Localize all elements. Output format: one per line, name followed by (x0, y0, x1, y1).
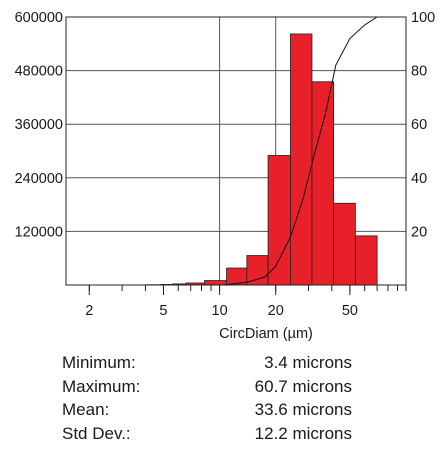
y2-tick-label: 100 (411, 10, 435, 26)
axis-ticks (88, 285, 407, 295)
x-axis-tick-labels: 2 5 10 20 50 (85, 303, 358, 319)
stat-label: Maximum: (62, 376, 141, 396)
stat-label: Minimum: (62, 353, 136, 372)
x-tick-label: 10 (212, 303, 228, 319)
stat-label: Std Dev.: (62, 423, 131, 443)
stat-row-maximum: Maximum: 60.7 microns (62, 375, 352, 399)
stat-value: 60.7 microns (254, 376, 352, 396)
y2-tick-label: 40 (411, 171, 427, 187)
x-tick-label: 2 (85, 303, 93, 319)
y2-tick-label: 20 (411, 224, 427, 240)
histogram-bars (145, 33, 378, 286)
x-tick-label: 5 (159, 303, 167, 319)
particle-size-histogram: 120000 240000 360000 480000 600000 20 40 60 80 1… (15, 10, 436, 342)
cumulative-line (223, 16, 381, 286)
stat-row-minimum: Minimum: 3.4 microns (62, 351, 352, 375)
histogram-bar (246, 255, 269, 286)
stat-value: 12.2 microns (254, 423, 352, 443)
stat-value: 3.4 microns (264, 353, 352, 372)
y-tick-label: 360000 (15, 117, 63, 133)
histogram-bar (333, 202, 356, 286)
stat-label: Mean: (62, 400, 110, 419)
plot-frame (65, 16, 407, 286)
stat-row-std-dev: Std Dev.: 12.2 microns (62, 422, 352, 446)
histogram-bar (204, 280, 227, 286)
x-tick-label: 20 (268, 303, 284, 319)
y2-axis-tick-labels: 20 40 60 80 100 (411, 10, 435, 240)
x-tick-label: 50 (342, 303, 358, 319)
histogram-bar (311, 81, 335, 286)
stat-row-mean: Mean: 33.6 microns (62, 398, 352, 422)
y2-tick-label: 80 (411, 64, 427, 80)
y2-tick-label: 60 (411, 117, 427, 133)
statistics-panel: Minimum: 3.4 microns Maximum: 60.7 micro… (62, 351, 352, 445)
histogram-bar (354, 235, 378, 286)
y-axis-tick-labels: 120000 240000 360000 480000 600000 (15, 10, 63, 240)
y-tick-label: 600000 (15, 10, 63, 26)
x-axis-title: CircDiam (µm) (219, 326, 313, 342)
y-tick-label: 240000 (15, 171, 63, 187)
y-tick-label: 120000 (15, 224, 63, 240)
histogram-bar (267, 155, 291, 286)
stat-value: 33.6 microns (254, 400, 352, 419)
cumulative-curve (223, 16, 381, 286)
histogram-bar (290, 33, 313, 286)
y-tick-label: 480000 (15, 64, 63, 80)
